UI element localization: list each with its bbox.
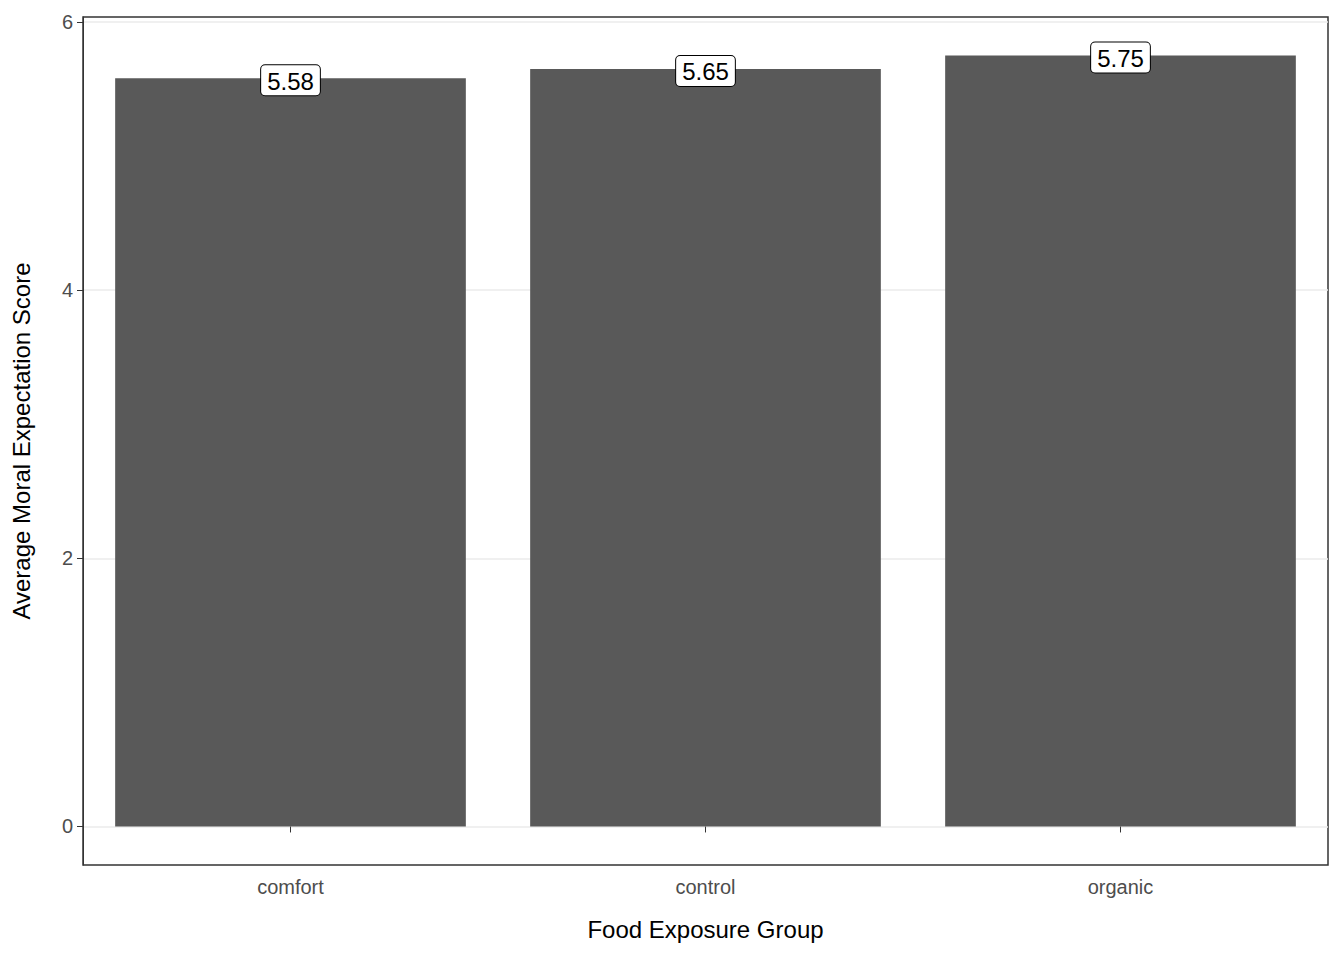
- svg-text:6: 6: [62, 11, 73, 33]
- svg-text:control: control: [675, 876, 735, 898]
- svg-text:comfort: comfort: [257, 876, 324, 898]
- svg-text:5.75: 5.75: [1097, 45, 1144, 72]
- svg-text:organic: organic: [1088, 876, 1154, 898]
- svg-text:0: 0: [62, 815, 73, 837]
- svg-text:Average Moral Expectation Scor: Average Moral Expectation Score: [8, 262, 35, 619]
- svg-text:4: 4: [62, 279, 73, 301]
- svg-text:Food Exposure Group: Food Exposure Group: [587, 916, 823, 943]
- svg-text:5.58: 5.58: [267, 68, 314, 95]
- svg-text:2: 2: [62, 547, 73, 569]
- svg-text:5.65: 5.65: [682, 58, 729, 85]
